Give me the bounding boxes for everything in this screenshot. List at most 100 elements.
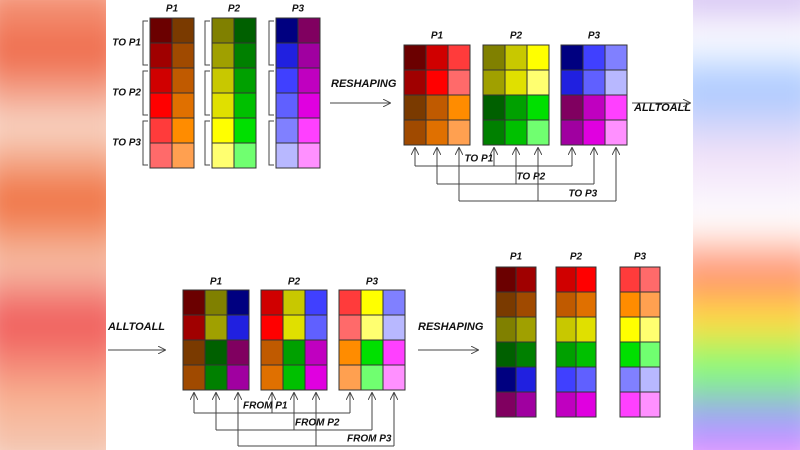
side-blur <box>0 0 106 450</box>
cell <box>297 117 321 144</box>
cell <box>639 316 661 343</box>
route-label: FROM P2 <box>295 418 340 429</box>
cell <box>260 339 284 366</box>
cell <box>619 391 641 418</box>
cell <box>582 94 606 121</box>
cell <box>149 67 173 94</box>
target-label: TO P1 <box>112 38 141 49</box>
cell <box>619 266 641 293</box>
step-label: RESHAPING <box>418 321 484 333</box>
cell <box>382 339 406 366</box>
cell <box>226 289 250 316</box>
bracket <box>204 70 210 116</box>
cell <box>275 17 299 44</box>
cell <box>526 69 550 96</box>
side-blur <box>693 0 800 450</box>
cell <box>582 69 606 96</box>
cell <box>604 94 628 121</box>
grid-label: P1 <box>510 252 523 263</box>
grid-label: P2 <box>228 4 241 15</box>
bracket <box>268 120 274 166</box>
cell <box>182 364 206 391</box>
cell <box>560 69 584 96</box>
cell <box>182 339 206 366</box>
cell <box>425 69 449 96</box>
cell <box>639 341 661 368</box>
cell <box>226 364 250 391</box>
cell <box>297 42 321 69</box>
cell <box>260 364 284 391</box>
cell <box>282 339 306 366</box>
cell <box>526 44 550 71</box>
cell <box>575 341 597 368</box>
cell <box>619 341 641 368</box>
grid-label: P1 <box>210 277 223 288</box>
cell <box>171 117 195 144</box>
cell <box>639 391 661 418</box>
cell <box>338 339 362 366</box>
cell <box>182 289 206 316</box>
cell <box>639 266 661 293</box>
cell <box>149 92 173 119</box>
cell <box>504 119 528 146</box>
cell <box>149 117 173 144</box>
cell <box>560 44 584 71</box>
cell <box>504 44 528 71</box>
cell <box>619 316 641 343</box>
cell <box>515 366 537 393</box>
cell <box>304 364 328 391</box>
bracket <box>204 20 210 66</box>
bracket <box>204 120 210 166</box>
cell <box>149 17 173 44</box>
cell <box>211 92 235 119</box>
cell <box>297 92 321 119</box>
step-label: ALLTOALL <box>633 102 691 114</box>
cell <box>575 391 597 418</box>
cell <box>275 92 299 119</box>
cell <box>482 119 506 146</box>
cell <box>425 94 449 121</box>
cell <box>515 391 537 418</box>
cell <box>555 266 577 293</box>
bracket <box>142 70 148 116</box>
cell <box>233 142 257 169</box>
cell <box>204 314 228 341</box>
cell <box>297 142 321 169</box>
grid-label: P1 <box>431 31 444 42</box>
cell <box>360 289 384 316</box>
cell <box>171 42 195 69</box>
cell <box>515 316 537 343</box>
cell <box>204 289 228 316</box>
cell <box>182 314 206 341</box>
cell <box>403 44 427 71</box>
cell <box>482 44 506 71</box>
cell <box>604 44 628 71</box>
cell <box>495 366 517 393</box>
cell <box>211 17 235 44</box>
cell <box>560 94 584 121</box>
cell <box>555 366 577 393</box>
cell <box>495 391 517 418</box>
cell <box>582 44 606 71</box>
cell <box>226 314 250 341</box>
target-label: TO P3 <box>112 138 141 149</box>
cell <box>338 289 362 316</box>
grid-label: P3 <box>292 4 305 15</box>
grid-label: P1 <box>166 4 179 15</box>
cell <box>619 291 641 318</box>
cell <box>515 291 537 318</box>
cell <box>604 69 628 96</box>
cell <box>447 44 471 71</box>
cell <box>260 314 284 341</box>
cell <box>495 341 517 368</box>
cell <box>275 117 299 144</box>
cell <box>555 316 577 343</box>
cell <box>447 94 471 121</box>
cell <box>171 92 195 119</box>
cell <box>211 142 235 169</box>
cell <box>495 316 517 343</box>
cell <box>495 291 517 318</box>
cell <box>260 289 284 316</box>
cell <box>575 316 597 343</box>
